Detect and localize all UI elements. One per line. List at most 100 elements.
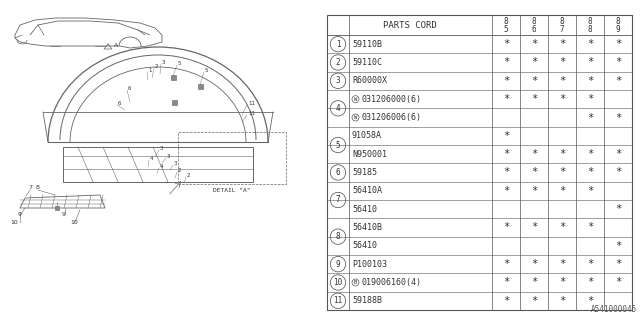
Text: *: *	[531, 277, 537, 287]
Text: *: *	[615, 167, 621, 178]
Text: *: *	[531, 186, 537, 196]
Text: 9: 9	[616, 25, 620, 34]
Text: *: *	[503, 39, 509, 49]
Text: *: *	[531, 222, 537, 233]
Text: *: *	[531, 296, 537, 306]
Text: 5: 5	[336, 140, 340, 149]
Text: *: *	[615, 39, 621, 49]
Text: 56410B: 56410B	[352, 223, 382, 232]
Text: *: *	[503, 277, 509, 287]
Text: *: *	[531, 58, 537, 68]
Text: 10: 10	[10, 220, 18, 225]
Text: 2: 2	[187, 173, 191, 178]
Text: 5: 5	[205, 68, 209, 73]
Text: *: *	[531, 94, 537, 104]
Text: W: W	[354, 115, 357, 120]
Text: *: *	[559, 296, 565, 306]
Text: N950001: N950001	[352, 150, 387, 159]
Text: DETAIL "A": DETAIL "A"	[213, 188, 251, 193]
Text: 3: 3	[162, 60, 166, 65]
Text: R60000X: R60000X	[352, 76, 387, 85]
Text: *: *	[503, 149, 509, 159]
Text: *: *	[615, 277, 621, 287]
Text: *: *	[503, 167, 509, 178]
Text: *: *	[587, 94, 593, 104]
Text: 8: 8	[588, 18, 592, 27]
Text: *: *	[559, 277, 565, 287]
Text: *: *	[615, 241, 621, 251]
Text: *: *	[503, 222, 509, 233]
Text: 8: 8	[36, 185, 40, 190]
Text: 031206006(6): 031206006(6)	[361, 113, 421, 122]
Text: 6: 6	[532, 25, 536, 34]
Text: 3: 3	[160, 146, 163, 151]
Text: 10: 10	[70, 220, 77, 225]
Text: *: *	[587, 149, 593, 159]
Text: *: *	[587, 222, 593, 233]
Text: *: *	[559, 222, 565, 233]
Text: *: *	[587, 259, 593, 269]
Text: 3: 3	[336, 76, 340, 85]
Text: 56410: 56410	[352, 241, 377, 250]
Text: *: *	[531, 39, 537, 49]
Text: *: *	[531, 76, 537, 86]
Text: 6: 6	[336, 168, 340, 177]
Text: *: *	[587, 76, 593, 86]
Text: 4: 4	[150, 156, 154, 161]
Text: 9: 9	[62, 212, 66, 217]
Text: 7: 7	[560, 25, 564, 34]
Polygon shape	[170, 75, 175, 79]
Text: 10: 10	[333, 278, 342, 287]
Text: 2: 2	[155, 64, 159, 69]
Text: 3: 3	[167, 154, 170, 159]
Text: 3: 3	[174, 161, 177, 166]
Text: *: *	[503, 296, 509, 306]
Text: 2: 2	[336, 58, 340, 67]
Text: 11: 11	[248, 101, 255, 106]
Text: *: *	[559, 167, 565, 178]
Text: 8: 8	[616, 18, 620, 27]
Text: *: *	[503, 58, 509, 68]
Polygon shape	[55, 206, 59, 210]
Text: 9: 9	[336, 260, 340, 269]
Text: 91058A: 91058A	[352, 131, 382, 140]
Text: 4: 4	[160, 164, 163, 169]
Text: *: *	[559, 259, 565, 269]
Text: 7: 7	[336, 196, 340, 204]
Text: 11: 11	[333, 296, 342, 305]
Text: PARTS CORD: PARTS CORD	[383, 20, 436, 29]
Text: 8: 8	[504, 18, 508, 27]
Text: *: *	[587, 167, 593, 178]
Text: *: *	[615, 204, 621, 214]
Text: 6: 6	[128, 86, 131, 91]
Text: 56410: 56410	[352, 205, 377, 214]
Text: 9: 9	[18, 212, 22, 217]
Text: 8: 8	[336, 232, 340, 241]
Text: *: *	[503, 76, 509, 86]
Text: *: *	[531, 259, 537, 269]
Polygon shape	[198, 84, 202, 89]
Text: *: *	[615, 58, 621, 68]
Text: A: A	[114, 43, 118, 48]
Text: *: *	[503, 186, 509, 196]
Text: 6: 6	[118, 101, 122, 106]
Text: A541000045: A541000045	[591, 305, 637, 314]
Text: *: *	[615, 149, 621, 159]
Text: 8: 8	[560, 18, 564, 27]
Bar	[63, 147, 253, 182]
Polygon shape	[172, 100, 177, 105]
Text: *: *	[559, 58, 565, 68]
Bar	[327, 15, 632, 310]
Text: *: *	[559, 94, 565, 104]
Text: *: *	[587, 277, 593, 287]
Text: *: *	[531, 167, 537, 178]
Text: 7: 7	[28, 185, 32, 190]
Text: *: *	[559, 39, 565, 49]
Text: *: *	[559, 76, 565, 86]
Text: 8: 8	[588, 25, 592, 34]
Text: *: *	[559, 186, 565, 196]
Text: B: B	[354, 280, 357, 285]
Text: P100103: P100103	[352, 260, 387, 269]
Text: 59188B: 59188B	[352, 296, 382, 305]
Text: *: *	[503, 259, 509, 269]
